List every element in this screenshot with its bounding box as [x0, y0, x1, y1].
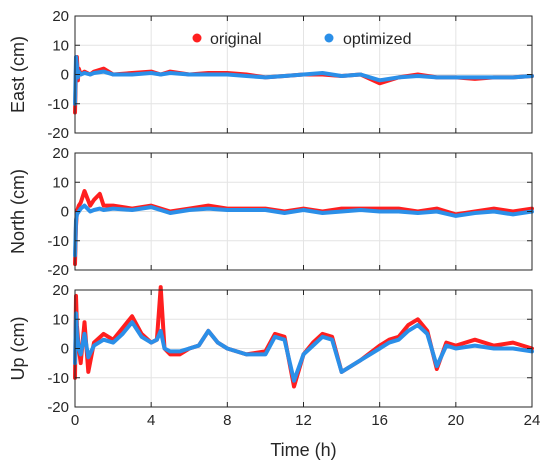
x-tick-label: 8 — [223, 412, 231, 429]
y-tick-label: -10 — [47, 370, 69, 387]
y-tick-label: 10 — [52, 37, 69, 54]
y-tick-label: -20 — [47, 399, 69, 416]
y-tick-label: 0 — [61, 341, 69, 358]
legend-label-original: original — [210, 31, 262, 48]
x-tick-label: 4 — [147, 412, 155, 429]
y-tick-label: -10 — [47, 233, 69, 250]
y-axis-label: North (cm) — [8, 169, 28, 254]
y-tick-label: 20 — [52, 8, 69, 25]
legend-label-optimized: optimized — [343, 31, 411, 48]
y-axis-label: East (cm) — [8, 36, 28, 113]
y-tick-label: -20 — [47, 262, 69, 279]
y-tick-label: -20 — [47, 125, 69, 142]
y-tick-label: 20 — [52, 282, 69, 299]
x-axis-label: Time (h) — [270, 440, 336, 460]
y-tick-label: 0 — [61, 204, 69, 221]
y-tick-label: 10 — [52, 311, 69, 328]
series-line-optimized — [73, 311, 534, 383]
legend-marker-optimized — [324, 33, 334, 43]
y-tick-label: -10 — [47, 96, 69, 113]
series-line-optimized — [73, 55, 534, 106]
y-tick-label: 0 — [61, 67, 69, 84]
x-tick-label: 12 — [295, 412, 312, 429]
legend-marker-original — [192, 33, 202, 43]
series-line-optimized — [73, 203, 534, 258]
x-tick-label: 24 — [524, 412, 541, 429]
y-axis-label: Up (cm) — [8, 317, 28, 381]
x-tick-label: 0 — [71, 412, 79, 429]
x-tick-label: 16 — [371, 412, 388, 429]
y-tick-label: 20 — [52, 145, 69, 162]
x-tick-label: 20 — [447, 412, 464, 429]
y-tick-label: 10 — [52, 174, 69, 191]
